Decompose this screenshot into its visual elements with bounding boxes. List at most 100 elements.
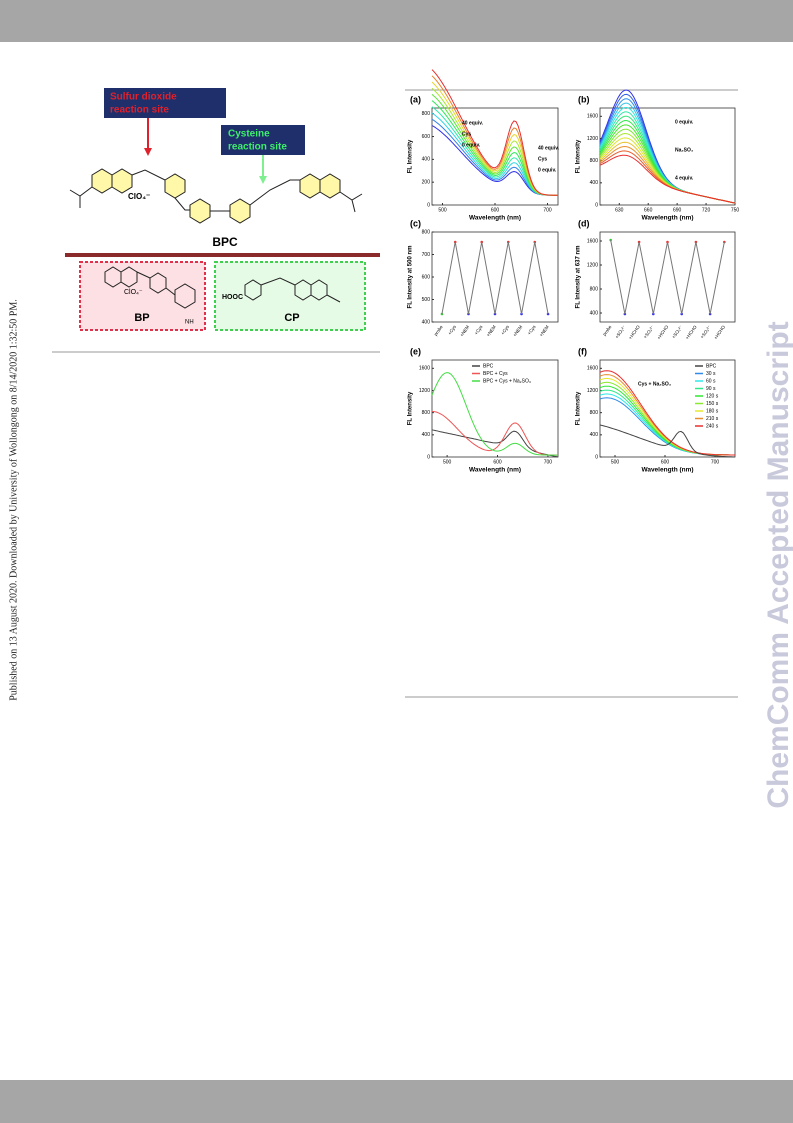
legend-label: 90 s (706, 386, 716, 392)
y-tick-label: 600 (422, 134, 431, 140)
x-tick-label: 500 (443, 459, 452, 465)
category-label: +Cys (500, 324, 510, 336)
label: Cysteine (228, 129, 270, 140)
annotation: 0 equiv. (462, 142, 481, 148)
y-tick-label: 1200 (587, 262, 598, 268)
y-tick-label: 0 (427, 454, 430, 460)
y-tick-label: 600 (422, 274, 431, 280)
y-tick-label: 400 (422, 432, 431, 438)
y-tick-label: 400 (422, 157, 431, 163)
y-axis-label: FL Intensity (408, 139, 414, 173)
x-axis-label: Wavelength (nm) (641, 467, 693, 474)
y-tick-label: 1600 (419, 366, 430, 372)
label: ClO₄⁻ (128, 192, 150, 201)
y-tick-label: 800 (590, 286, 599, 292)
arrow-head (144, 148, 152, 156)
x-tick-label: 700 (711, 459, 720, 465)
plot-frame (599, 231, 736, 323)
category-label: +Cys (473, 324, 483, 336)
annotation: 0 equiv. (675, 119, 694, 125)
zigzag (610, 239, 725, 315)
curve (599, 370, 735, 456)
category-label: +HCHO (656, 324, 669, 340)
legend-label: 30 s (706, 371, 716, 377)
header-bar (0, 0, 793, 42)
label-box (104, 88, 226, 118)
x-tick-label: 500 (611, 459, 620, 465)
y-axis-label: FL Intensity at 500 nm (408, 246, 414, 309)
plot-frame (599, 107, 736, 206)
legend-label: 180 s (706, 408, 719, 414)
category-label: +Cys (527, 324, 537, 336)
y-tick-label: 800 (422, 229, 431, 235)
y-axis-label: FL Intensity at 637 nm (576, 246, 582, 309)
category-label: +SO₃²⁻ (699, 324, 712, 340)
side-note: Published on 13 August 2020. Downloaded … (8, 299, 19, 701)
label: Sulfur dioxide (110, 92, 177, 103)
label: BP (134, 312, 149, 324)
x-tick-label: 600 (493, 459, 502, 465)
y-tick-label: 1200 (587, 388, 598, 394)
y-tick-label: 200 (422, 180, 431, 186)
y-tick-label: 1600 (587, 114, 598, 120)
x-axis-label: Wavelength (nm) (641, 215, 693, 222)
legend-label: BPC (483, 363, 494, 369)
panel-label: (c) (410, 218, 421, 228)
category-label: +HCHO (685, 324, 698, 340)
legend-label: 150 s (706, 401, 719, 407)
y-tick-label: 0 (595, 202, 598, 208)
y-axis-label: FL Intensity (576, 391, 582, 425)
label: HOOC (222, 294, 243, 301)
category-label: +Cys (447, 324, 457, 336)
x-tick-label: 660 (644, 207, 653, 213)
category-label: +HCHO (713, 324, 726, 340)
bonds (69, 169, 363, 213)
plot-frame (431, 231, 559, 323)
product-box (79, 261, 206, 331)
curve (599, 154, 736, 204)
y-tick-label: 800 (422, 410, 431, 416)
legend-label: 210 s (706, 416, 719, 422)
y-tick-label: 700 (422, 252, 431, 258)
y-tick-label: 500 (422, 297, 431, 303)
y-tick-label: 1200 (587, 136, 598, 142)
x-axis-label: Wavelength (nm) (469, 467, 521, 474)
category-label: probe (433, 324, 444, 337)
arrow-head (259, 176, 267, 184)
label-box (221, 125, 305, 155)
annotation: Na₂SO₃ (675, 147, 694, 153)
curve (431, 410, 558, 456)
annotation: 0 equiv. (538, 167, 557, 173)
category-label: +NEM (485, 324, 496, 337)
y-tick-label: 800 (422, 111, 431, 117)
annotation: 4 equiv. (675, 175, 694, 181)
category-label: +SO₃²⁻ (614, 324, 627, 340)
x-tick-label: 750 (731, 207, 740, 213)
category-label: +HCHO (628, 324, 641, 340)
category-label: probe (602, 324, 613, 337)
legend-label: 120 s (706, 393, 719, 399)
footer-bar (0, 1080, 793, 1123)
category-label: +NEM (538, 324, 549, 337)
label: reaction site (228, 142, 287, 153)
legend-label: BPC (706, 363, 717, 369)
y-tick-label: 1600 (587, 238, 598, 244)
x-tick-label: 600 (661, 459, 670, 465)
scheme: Sulfur dioxide reaction site Cysteine re… (65, 88, 380, 331)
panel-label: (d) (578, 218, 590, 228)
category-label: +SO₃²⁻ (642, 324, 655, 340)
annotation: 40 equiv. (462, 120, 484, 126)
panel-label: (e) (410, 346, 421, 356)
product-box (214, 261, 366, 331)
category-label: +SO₃²⁻ (671, 324, 684, 340)
annotation: Cys + Na₂SO₃ (638, 381, 672, 387)
label: CP (284, 312, 299, 324)
y-tick-label: 1200 (419, 388, 430, 394)
y-tick-label: 0 (427, 202, 430, 208)
x-tick-label: 700 (543, 207, 552, 213)
y-tick-label: 0 (595, 454, 598, 460)
legend-label: BPC + Cys + Na₂SO₃ (483, 378, 531, 384)
legend-label: 60 s (706, 378, 716, 384)
label: BPC (212, 235, 238, 249)
